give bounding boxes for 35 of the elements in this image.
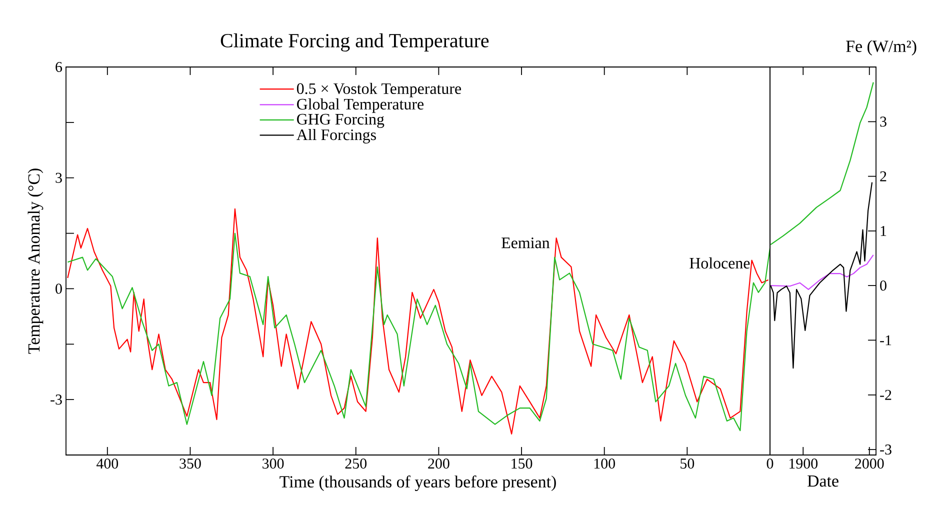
y-tick-label: 6 bbox=[56, 62, 62, 72]
x-tick-label: 50 bbox=[680, 458, 694, 469]
annotation: Eemian bbox=[502, 238, 550, 248]
y-tick-label: 1 bbox=[880, 226, 886, 236]
y-tick-label: 3 bbox=[56, 172, 62, 183]
line-series bbox=[770, 254, 874, 290]
text: All Forcings bbox=[296, 128, 376, 144]
y-axis-title: Temperature Anomaly (°C) bbox=[28, 168, 44, 354]
x-tick-label: 200 bbox=[428, 458, 450, 469]
y-tick-label: -2 bbox=[880, 390, 892, 400]
chart-title: Climate Forcing and Temperature bbox=[220, 33, 489, 52]
x-tick-label: 300 bbox=[262, 458, 284, 469]
x-tick-label: 350 bbox=[180, 458, 201, 469]
y-tick-label: -1 bbox=[880, 335, 892, 346]
x-tick-label: 0 bbox=[766, 458, 774, 469]
y-axis-title: Fe (W/m²) bbox=[846, 40, 916, 56]
x-tick-label: 2000 bbox=[855, 458, 884, 469]
x-axis-title: Date bbox=[808, 475, 838, 487]
y-tick-label: 0 bbox=[56, 284, 62, 294]
x-tick-label: 1900 bbox=[790, 458, 818, 469]
line-series bbox=[770, 82, 874, 246]
legend-label: 0.5 × Vostok Temperature bbox=[296, 82, 462, 98]
x-tick-label: 100 bbox=[594, 458, 615, 469]
x-tick-label: 400 bbox=[96, 458, 118, 469]
annotation: Holocene bbox=[690, 257, 750, 269]
y-tick-label: 3 bbox=[880, 116, 886, 127]
legend-label: GHG Forcing bbox=[297, 114, 384, 128]
y-tick-label: 2 bbox=[880, 171, 886, 182]
y-tick-label: -3 bbox=[50, 394, 62, 405]
y-tick-label: -3 bbox=[880, 444, 892, 455]
x-tick-label: 250 bbox=[345, 458, 367, 469]
y-tick-label: 0 bbox=[880, 280, 886, 291]
x-axis-title: Time (thousands of years before present) bbox=[280, 475, 556, 492]
text: Global Temperature bbox=[297, 98, 424, 113]
x-tick-label: 150 bbox=[512, 458, 532, 469]
